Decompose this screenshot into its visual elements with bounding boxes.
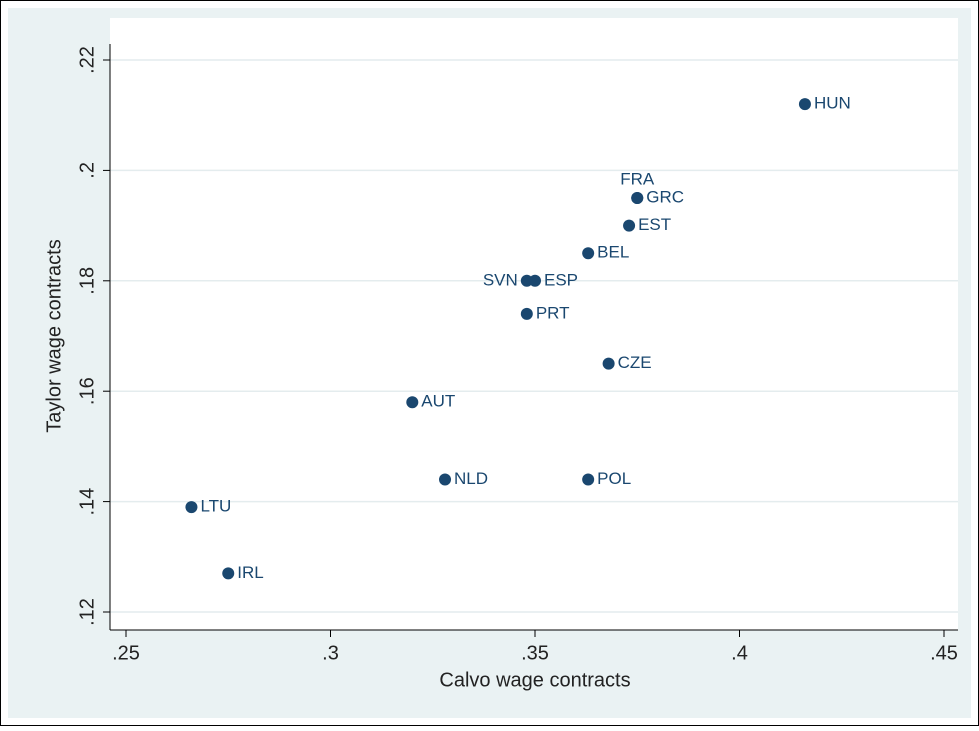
- point-label: ESP: [544, 270, 578, 289]
- x-tick-label: .3: [322, 642, 339, 664]
- x-tick-label: .4: [731, 642, 748, 664]
- point: [631, 192, 644, 204]
- point: [582, 247, 595, 260]
- point-label: NLD: [454, 469, 488, 488]
- point-label: BEL: [597, 243, 629, 262]
- point-label: SVN: [483, 270, 518, 289]
- y-tick-label: .14: [76, 488, 98, 516]
- point: [222, 567, 235, 580]
- x-tick-label: .45: [930, 642, 958, 664]
- point-label: IRL: [237, 563, 263, 582]
- y-tick-label: .22: [76, 46, 98, 74]
- point-label: CZE: [618, 353, 652, 372]
- point-label: PRT: [536, 303, 570, 322]
- point: [582, 473, 595, 486]
- point: [185, 501, 198, 514]
- point-label: GRC: [646, 187, 684, 206]
- point: [602, 357, 615, 370]
- y-tick-label: .18: [76, 267, 98, 295]
- x-tick-label: .25: [112, 642, 140, 664]
- point: [439, 473, 452, 486]
- point: [520, 307, 533, 320]
- y-tick-label: .2: [76, 162, 98, 179]
- point: [623, 219, 636, 232]
- point-label: EST: [638, 215, 671, 234]
- point-label: LTU: [200, 497, 231, 516]
- point-label: AUT: [421, 392, 455, 411]
- point-label: FRA: [620, 169, 655, 188]
- point: [406, 396, 419, 409]
- y-tick-label: .16: [76, 377, 98, 405]
- y-tick-label: .12: [76, 598, 98, 626]
- plot-region: [110, 18, 958, 630]
- point-label: POL: [597, 469, 631, 488]
- point: [529, 274, 541, 287]
- point-label: HUN: [814, 94, 851, 113]
- y-axis-title: Taylor wage contracts: [43, 239, 65, 432]
- x-axis-title: Calvo wage contracts: [439, 669, 630, 691]
- point: [798, 98, 811, 111]
- x-tick-label: .35: [521, 642, 549, 664]
